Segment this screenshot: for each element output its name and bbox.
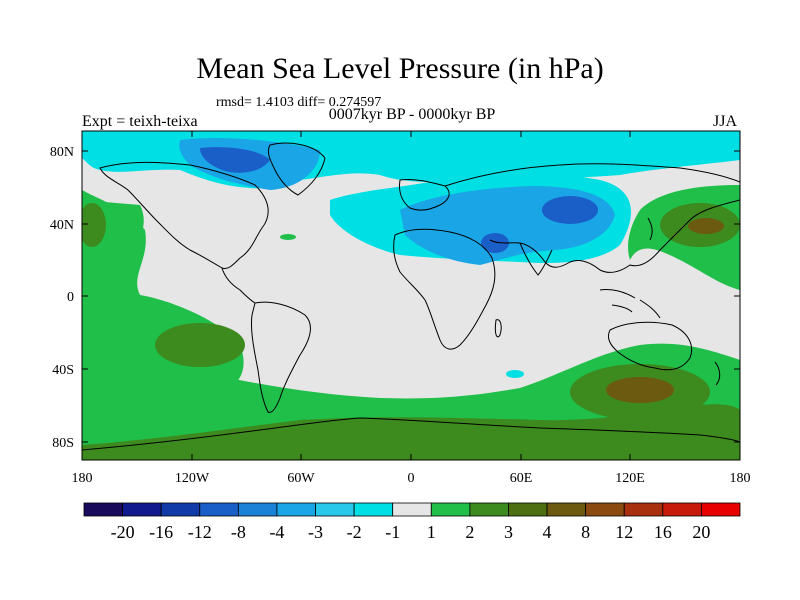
colorbar-swatch [508, 502, 548, 517]
colorbar-swatch [160, 502, 201, 517]
colorbar-swatch [701, 502, 741, 517]
colorbar-swatch [585, 502, 625, 517]
lat-tick-label: 40N [50, 218, 74, 233]
coast-australia [607, 321, 693, 371]
colorbar-swatch [546, 502, 587, 517]
colorbar-swatch [199, 502, 239, 517]
colorbar-swatch [430, 502, 471, 517]
rmsd-diff-stats: rmsd= 1.4103 diff= 0.274597 [216, 95, 382, 110]
lat-tick-label: 40S [52, 363, 74, 378]
colorbar-label: -1 [385, 522, 400, 542]
colorbar-label: -8 [231, 522, 246, 542]
coast-greenland [267, 142, 326, 196]
colorbar-label: -2 [347, 522, 362, 542]
lon-tick-label: 0 [408, 471, 415, 486]
lon-tick-label: 180 [72, 471, 93, 486]
colorbar-label: -16 [149, 522, 173, 542]
lon-tick-label: 180 [730, 471, 751, 486]
coast-asia [444, 163, 740, 273]
period-subtitle: 0007kyr BP - 0000kyr BP [328, 106, 496, 123]
colorbar-swatch [122, 502, 162, 517]
colorbar-swatch [83, 502, 123, 517]
colorbar-swatch [315, 502, 355, 517]
colorbar-swatch [237, 502, 278, 517]
coast-new-zealand [714, 361, 721, 386]
colorbar-label: -12 [188, 522, 212, 542]
coast-madagascar [494, 319, 502, 338]
coastlines [82, 142, 740, 451]
coast-india [519, 242, 553, 276]
colorbar-label: 2 [465, 522, 474, 542]
lon-tick-label: 120W [175, 471, 210, 486]
lon-tick-label: 120E [615, 471, 645, 486]
colorbar-swatch [276, 502, 316, 517]
contour-small-patch-atlantic [280, 234, 296, 240]
colorbar-swatch [392, 502, 432, 517]
contour-small-patch-south [506, 370, 524, 378]
coast-europe [399, 179, 450, 211]
colorbar-label: 16 [654, 522, 672, 542]
colorbar-label: 12 [615, 522, 633, 542]
contour-arabia-low-core [481, 233, 509, 253]
lon-tick-label: 60W [287, 471, 315, 486]
coast-north-america [99, 161, 269, 269]
colorbar-swatch [353, 502, 394, 517]
coast-japan [647, 217, 653, 241]
colorbar-label: -3 [308, 522, 323, 542]
colorbar-swatch [469, 502, 509, 517]
lon-tick-label: 60E [510, 471, 533, 486]
contour-greenland-core [200, 147, 270, 173]
contour-antarctic-band [82, 404, 740, 460]
axis-ticks [81, 131, 741, 460]
colorbar-label: 8 [581, 522, 590, 542]
coast-central-america [221, 267, 256, 304]
latitude-axis: 80N 40N 0 40S 80S [50, 145, 74, 451]
experiment-label: Expt = teixh-teixa [82, 113, 198, 130]
colorbar-label: 4 [543, 522, 552, 542]
coast-africa [393, 228, 496, 350]
lat-tick-label: 80N [50, 145, 74, 160]
lat-tick-label: 0 [67, 290, 74, 305]
chart-title: Mean Sea Level Pressure (in hPa) [196, 52, 604, 85]
colorbar-label: 1 [427, 522, 436, 542]
season-label: JJA [713, 113, 738, 130]
coast-se-asia-islands [599, 289, 661, 319]
contour-north-pacific-west-core [82, 203, 106, 247]
colorbar-label: -20 [111, 522, 135, 542]
colorbar-swatch [662, 502, 702, 517]
contour-asia-low-core [542, 196, 598, 224]
colorbar-label: 20 [692, 522, 710, 542]
colorbar-label: 3 [504, 522, 513, 542]
coast-antarctica [82, 417, 740, 451]
longitude-axis: 180 120W 60W 0 60E 120E 180 [72, 471, 751, 486]
colorbar-label: -4 [269, 522, 284, 542]
contour-north-pacific-east-max [688, 218, 724, 234]
contour-south-pacific-high [155, 323, 245, 367]
lat-tick-label: 80S [52, 436, 74, 451]
colorbar: -20 -16 -12 -8 -4 -3 -2 -1 1 2 3 4 8 12 16 20 [83, 502, 741, 542]
coast-south-america [251, 301, 311, 413]
colorbar-swatch [623, 502, 664, 517]
pressure-field [82, 131, 740, 460]
contour-south-indian-core [606, 377, 674, 403]
